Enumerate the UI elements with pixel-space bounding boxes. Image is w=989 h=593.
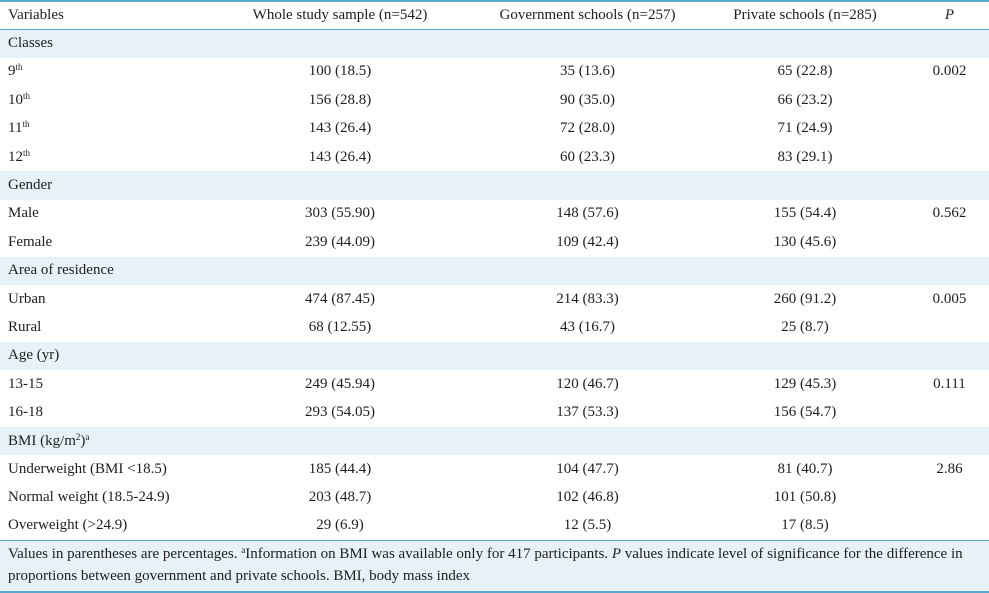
- table-row: 10th 156 (28.8) 90 (35.0) 66 (23.2): [0, 86, 989, 114]
- table-row: Urban 474 (87.45) 214 (83.3) 260 (91.2) …: [0, 285, 989, 313]
- header-government: Government schools (n=257): [499, 6, 676, 23]
- section-row-bmi: BMI (kg/m2)a: [0, 426, 989, 456]
- cell-private: 25 (8.7): [781, 318, 829, 335]
- cell-government: 102 (46.8): [556, 489, 619, 506]
- section-row-gender: Gender: [0, 171, 989, 200]
- cell-whole: 143 (26.4): [308, 148, 372, 165]
- cell-private: 66 (23.2): [777, 91, 833, 108]
- section-title: Area of residence: [0, 256, 989, 285]
- cell-government: 214 (83.3): [556, 290, 619, 307]
- cell-government: 43 (16.7): [560, 318, 615, 335]
- cell-p-value: 2.86: [936, 460, 963, 477]
- cell-government: 109 (42.4): [556, 233, 619, 250]
- row-label: 12th: [8, 147, 31, 165]
- row-label: Underweight (BMI <18.5): [8, 460, 167, 477]
- cell-private: 155 (54.4): [773, 205, 837, 222]
- cell-government: 104 (47.7): [556, 460, 619, 477]
- cell-p-value: [910, 512, 989, 540]
- row-label: Female: [8, 233, 53, 250]
- cell-whole: 239 (44.09): [305, 233, 375, 250]
- cell-p-value: 0.005: [932, 290, 967, 307]
- section-title: Age (yr): [0, 341, 989, 371]
- cell-p-value: [910, 398, 989, 426]
- cell-p-value: 0.562: [932, 205, 967, 222]
- cell-government: 12 (5.5): [563, 517, 612, 534]
- cell-private: 130 (45.6): [773, 233, 837, 250]
- section-row-residence: Area of residence: [0, 256, 989, 285]
- cell-private: 17 (8.5): [781, 517, 829, 534]
- cell-private: 156 (54.7): [773, 404, 837, 421]
- header-private: Private schools (n=285): [733, 6, 877, 23]
- table-row: Normal weight (18.5-24.9) 203 (48.7) 102…: [0, 484, 989, 512]
- row-label: 13-15: [8, 375, 43, 392]
- cell-government: 60 (23.3): [560, 148, 615, 165]
- cell-p-value: 0.002: [932, 63, 967, 80]
- cell-private: 83 (29.1): [777, 148, 833, 165]
- cell-government: 120 (46.7): [556, 375, 619, 392]
- section-row-classes: Classes: [0, 29, 989, 58]
- cell-private: 101 (50.8): [773, 489, 837, 506]
- cell-private: 81 (40.7): [777, 460, 833, 477]
- cell-government: 72 (28.0): [560, 120, 615, 137]
- cell-p-value: [910, 143, 989, 171]
- table-row: Overweight (>24.9) 29 (6.9) 12 (5.5) 17 …: [0, 512, 989, 540]
- section-row-age: Age (yr): [0, 341, 989, 371]
- section-title: Classes: [0, 29, 989, 58]
- cell-whole: 156 (28.8): [308, 91, 372, 108]
- section-title: Gender: [0, 171, 989, 200]
- cell-whole: 185 (44.4): [308, 460, 372, 477]
- table-row: 9th 100 (18.5) 35 (13.6) 65 (22.8) 0.002: [0, 58, 989, 86]
- cell-private: 71 (24.9): [777, 120, 833, 137]
- header-row: Variables Whole study sample (n=542) Gov…: [0, 1, 989, 30]
- table-row: Underweight (BMI <18.5) 185 (44.4) 104 (…: [0, 455, 989, 483]
- cell-government: 137 (53.3): [556, 404, 619, 421]
- cell-whole: 100 (18.5): [308, 63, 372, 80]
- cell-whole: 474 (87.45): [305, 290, 375, 307]
- cell-whole: 203 (48.7): [308, 489, 372, 506]
- cell-whole: 143 (26.4): [308, 120, 372, 137]
- cell-whole: 68 (12.55): [308, 318, 372, 335]
- row-label: Overweight (>24.9): [8, 517, 128, 534]
- table-row: 12th 143 (26.4) 60 (23.3) 83 (29.1): [0, 143, 989, 171]
- cell-whole: 293 (54.05): [305, 404, 375, 421]
- section-title: BMI (kg/m2)a: [0, 426, 989, 456]
- row-label: Urban: [8, 290, 46, 307]
- cell-p-value: [910, 313, 989, 341]
- row-label: Male: [8, 205, 39, 222]
- cell-whole: 249 (45.94): [305, 375, 375, 392]
- cell-p-value: 0.111: [933, 375, 966, 392]
- table-row: Rural 68 (12.55) 43 (16.7) 25 (8.7): [0, 313, 989, 341]
- table-row: 11th 143 (26.4) 72 (28.0) 71 (24.9): [0, 115, 989, 143]
- header-whole-sample: Whole study sample (n=542): [252, 6, 428, 23]
- table-row: 16-18 293 (54.05) 137 (53.3) 156 (54.7): [0, 398, 989, 426]
- table-footnote: Values in parentheses are percentages. a…: [0, 539, 989, 593]
- row-label: Normal weight (18.5-24.9): [8, 489, 170, 506]
- footnote-row: Values in parentheses are percentages. a…: [0, 539, 989, 593]
- cell-private: 260 (91.2): [773, 290, 837, 307]
- cell-p-value: [910, 115, 989, 143]
- cell-whole: 29 (6.9): [316, 517, 364, 534]
- table-row: Female 239 (44.09) 109 (42.4) 130 (45.6): [0, 228, 989, 256]
- cell-private: 65 (22.8): [777, 63, 833, 80]
- cell-whole: 303 (55.90): [305, 205, 375, 222]
- table-row: Male 303 (55.90) 148 (57.6) 155 (54.4) 0…: [0, 200, 989, 228]
- row-label: 16-18: [8, 404, 43, 421]
- row-label: Rural: [8, 318, 42, 335]
- cell-p-value: [910, 86, 989, 114]
- cell-p-value: [910, 484, 989, 512]
- cell-government: 35 (13.6): [560, 63, 615, 80]
- cell-government: 148 (57.6): [556, 205, 619, 222]
- header-p-value: P: [944, 6, 955, 23]
- cell-private: 129 (45.3): [773, 375, 837, 392]
- row-label: 9th: [8, 62, 23, 80]
- cell-government: 90 (35.0): [560, 91, 615, 108]
- row-label: 11th: [8, 119, 30, 137]
- cell-p-value: [910, 228, 989, 256]
- row-label: 10th: [8, 90, 31, 108]
- header-variables: Variables: [8, 6, 64, 23]
- table-row: 13-15 249 (45.94) 120 (46.7) 129 (45.3) …: [0, 370, 989, 398]
